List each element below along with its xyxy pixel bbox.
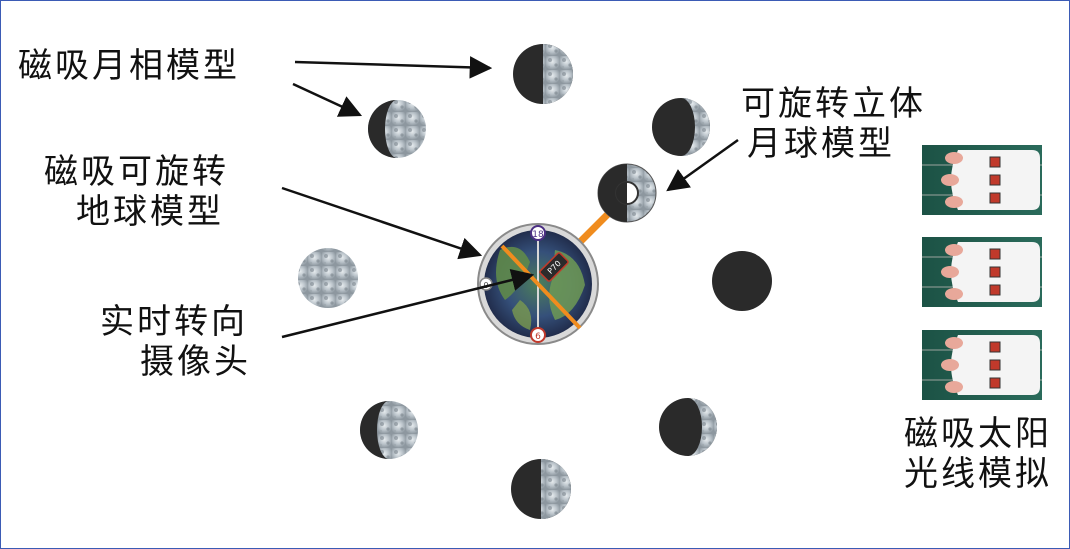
camera-icon <box>539 252 569 282</box>
sunlight-simulator-3 <box>922 330 1042 400</box>
earth-dial-bottom-label: 6 <box>535 332 541 342</box>
earth-dial-marker-bottom <box>530 327 546 343</box>
sunlight-simulator-1 <box>922 145 1042 215</box>
label-rotatable-moon-line2: 月球模型 <box>747 124 895 164</box>
label-sunlight-simulation: 磁吸太阳 光线模拟 <box>904 414 1052 494</box>
arrow-earth-model <box>281 186 483 260</box>
rotatable-moon-model <box>597 163 657 223</box>
moon-phase-waning-crescent-bottomright <box>659 398 717 456</box>
moon-phase-waxing-crescent-topright <box>652 98 710 156</box>
label-moon-phase-models: 磁吸月相模型 <box>18 46 240 86</box>
label-sunlight-line1: 磁吸太阳 <box>904 414 1052 454</box>
label-rotatable-earth-model: 磁吸可旋转 地球模型 <box>44 152 229 232</box>
earth-dial-marker-top <box>530 225 546 241</box>
arrow-moon-models-left <box>292 82 363 117</box>
arrow-camera <box>281 268 535 339</box>
moon-phase-last-quarter-bottom <box>511 459 571 519</box>
earth-dial-top-label: 18 <box>532 230 544 240</box>
moon-phase-full-left <box>298 248 358 308</box>
moon-phase-waning-gibbous-bottomleft <box>360 401 418 459</box>
arrow-moon-models-top <box>294 56 493 79</box>
moon-phase-waxing-gibbous-topleft <box>368 100 426 158</box>
label-camera-line1: 实时转向 <box>100 302 248 342</box>
label-sunlight-line2: 光线模拟 <box>904 454 1052 494</box>
label-rotatable-moon-model: 可旋转立体 月球模型 <box>741 84 926 164</box>
arrow-rotatable-moon <box>666 138 739 192</box>
sunlight-simulator-2 <box>922 237 1042 307</box>
label-camera-line2: 摄像头 <box>140 342 251 382</box>
label-realtime-camera: 实时转向 摄像头 <box>100 302 251 382</box>
label-rotatable-earth-line2: 地球模型 <box>76 192 224 232</box>
label-rotatable-earth-line1: 磁吸可旋转 <box>44 152 229 192</box>
moon-phase-new-right <box>712 251 772 311</box>
moon-phase-first-quarter-top <box>513 44 573 104</box>
label-rotatable-moon-line1: 可旋转立体 <box>741 84 926 124</box>
rotatable-earth-model <box>477 223 599 345</box>
